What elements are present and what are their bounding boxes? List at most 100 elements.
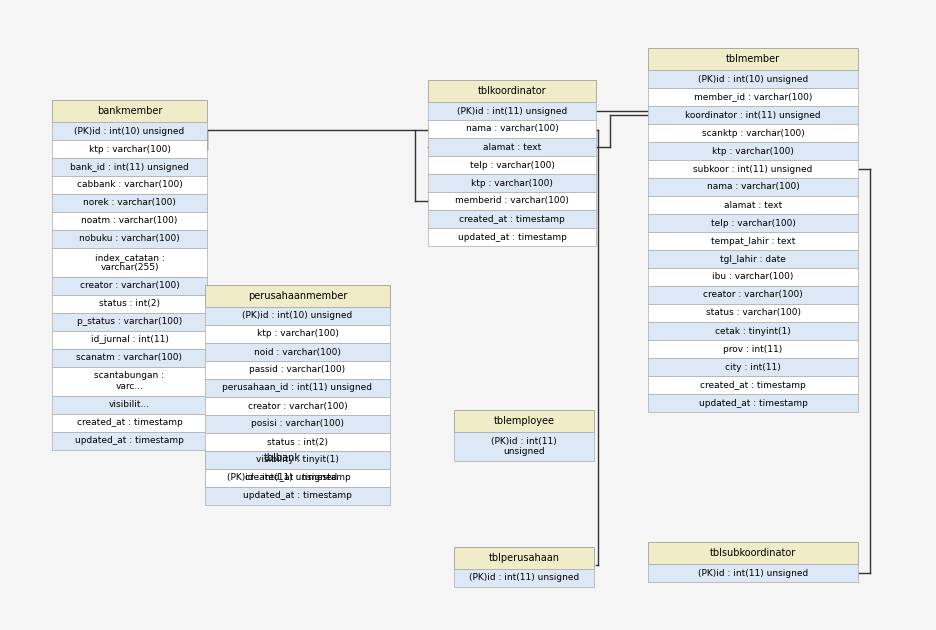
Bar: [648, 232, 858, 250]
Bar: [52, 212, 207, 230]
Bar: [205, 285, 390, 307]
Text: status : int(2): status : int(2): [267, 437, 328, 447]
Text: ktp : varchar(100): ktp : varchar(100): [256, 329, 339, 338]
Bar: [648, 142, 858, 160]
Bar: [648, 214, 858, 232]
Bar: [648, 340, 858, 358]
Bar: [52, 367, 207, 396]
Bar: [205, 433, 390, 451]
Text: (PK)id : int(11) unsigned: (PK)id : int(11) unsigned: [698, 568, 808, 578]
Text: telp : varchar(100): telp : varchar(100): [470, 161, 554, 169]
Text: tblemployee: tblemployee: [493, 416, 554, 426]
Text: ktp : varchar(100): ktp : varchar(100): [471, 178, 553, 188]
Bar: [52, 140, 207, 158]
Text: updated_at : timestamp: updated_at : timestamp: [698, 399, 808, 408]
Bar: [454, 569, 594, 587]
Text: nobuku : varchar(100): nobuku : varchar(100): [80, 234, 180, 244]
Text: nama : varchar(100): nama : varchar(100): [465, 125, 559, 134]
Text: (PK)id : int(10) unsigned: (PK)id : int(10) unsigned: [74, 127, 184, 135]
Bar: [428, 120, 596, 138]
Text: bankmember: bankmember: [96, 106, 162, 116]
Text: nama : varchar(100): nama : varchar(100): [707, 183, 799, 192]
Text: ktp : varchar(100): ktp : varchar(100): [89, 144, 170, 154]
Text: updated_at : timestamp: updated_at : timestamp: [458, 232, 566, 241]
Bar: [428, 192, 596, 210]
Bar: [648, 268, 858, 286]
Text: visibilit...: visibilit...: [109, 400, 150, 409]
Bar: [52, 295, 207, 313]
Text: tblsubkoordinator: tblsubkoordinator: [709, 548, 797, 558]
Bar: [205, 415, 390, 433]
Text: ktp : varchar(100): ktp : varchar(100): [712, 147, 794, 156]
Bar: [648, 178, 858, 196]
Text: (PK)id : int(11) unsigned: (PK)id : int(11) unsigned: [227, 474, 338, 483]
Text: cetak : tinyint(1): cetak : tinyint(1): [715, 326, 791, 336]
Bar: [648, 542, 858, 564]
Bar: [648, 376, 858, 394]
Bar: [52, 331, 207, 349]
Text: p_status : varchar(100): p_status : varchar(100): [77, 318, 183, 326]
Bar: [454, 410, 594, 432]
Bar: [648, 286, 858, 304]
Text: creator : varchar(100): creator : varchar(100): [703, 290, 803, 299]
Text: member_id : varchar(100): member_id : varchar(100): [694, 93, 812, 101]
Bar: [52, 122, 207, 140]
Bar: [52, 248, 207, 277]
Bar: [52, 158, 207, 176]
Text: bank_id : int(11) unsigned: bank_id : int(11) unsigned: [70, 163, 189, 171]
Text: perusahaanmember: perusahaanmember: [248, 291, 347, 301]
Text: tblbank: tblbank: [264, 453, 301, 463]
Bar: [428, 80, 596, 102]
Bar: [205, 307, 390, 325]
Bar: [648, 564, 858, 582]
Text: alamat : text: alamat : text: [483, 142, 541, 151]
Text: scanktp : varchar(100): scanktp : varchar(100): [702, 129, 804, 137]
Bar: [648, 124, 858, 142]
Bar: [52, 176, 207, 194]
Bar: [428, 156, 596, 174]
Bar: [52, 194, 207, 212]
Text: noid : varchar(100): noid : varchar(100): [254, 348, 341, 357]
Bar: [52, 313, 207, 331]
Text: memberid : varchar(100): memberid : varchar(100): [455, 197, 569, 205]
Bar: [205, 325, 390, 343]
Text: ibu : varchar(100): ibu : varchar(100): [712, 273, 794, 282]
Text: passid : varchar(100): passid : varchar(100): [249, 365, 345, 374]
Text: posisi : varchar(100): posisi : varchar(100): [251, 420, 344, 428]
Text: created_at : timestamp: created_at : timestamp: [460, 214, 564, 224]
Text: perusahaan_id : int(11) unsigned: perusahaan_id : int(11) unsigned: [223, 384, 373, 392]
Text: updated_at : timestamp: updated_at : timestamp: [243, 491, 352, 500]
Text: telp : varchar(100): telp : varchar(100): [710, 219, 796, 227]
Text: tgl_lahir : date: tgl_lahir : date: [720, 255, 786, 263]
Bar: [205, 343, 390, 361]
Bar: [52, 414, 207, 432]
Text: tblmember: tblmember: [726, 54, 780, 64]
Bar: [648, 160, 858, 178]
Bar: [428, 210, 596, 228]
Bar: [648, 394, 858, 412]
Text: creator : varchar(100): creator : varchar(100): [80, 282, 180, 290]
Text: prov : int(11): prov : int(11): [724, 345, 782, 353]
Bar: [428, 174, 596, 192]
Text: created_at : timestamp: created_at : timestamp: [700, 381, 806, 389]
Bar: [205, 361, 390, 379]
Bar: [52, 349, 207, 367]
Bar: [648, 322, 858, 340]
Text: tblkoordinator: tblkoordinator: [477, 86, 547, 96]
Text: alamat : text: alamat : text: [724, 200, 782, 210]
Text: tempat_lahir : text: tempat_lahir : text: [710, 236, 796, 246]
Text: (PK)id : int(11) unsigned: (PK)id : int(11) unsigned: [469, 573, 579, 583]
Bar: [205, 469, 390, 487]
Text: scanatm : varchar(100): scanatm : varchar(100): [77, 353, 183, 362]
Bar: [205, 379, 390, 397]
Bar: [648, 88, 858, 106]
Text: noatm : varchar(100): noatm : varchar(100): [81, 217, 178, 226]
Text: cabbank : varchar(100): cabbank : varchar(100): [77, 181, 183, 190]
Text: creator : varchar(100): creator : varchar(100): [248, 401, 347, 411]
Bar: [454, 547, 594, 569]
Bar: [428, 102, 596, 120]
Text: (PK)id : int(11) unsigned: (PK)id : int(11) unsigned: [457, 106, 567, 115]
Bar: [205, 487, 390, 505]
Text: id_jurnal : int(11): id_jurnal : int(11): [91, 335, 168, 345]
Text: index_catatan :
varchar(255): index_catatan : varchar(255): [95, 253, 165, 272]
